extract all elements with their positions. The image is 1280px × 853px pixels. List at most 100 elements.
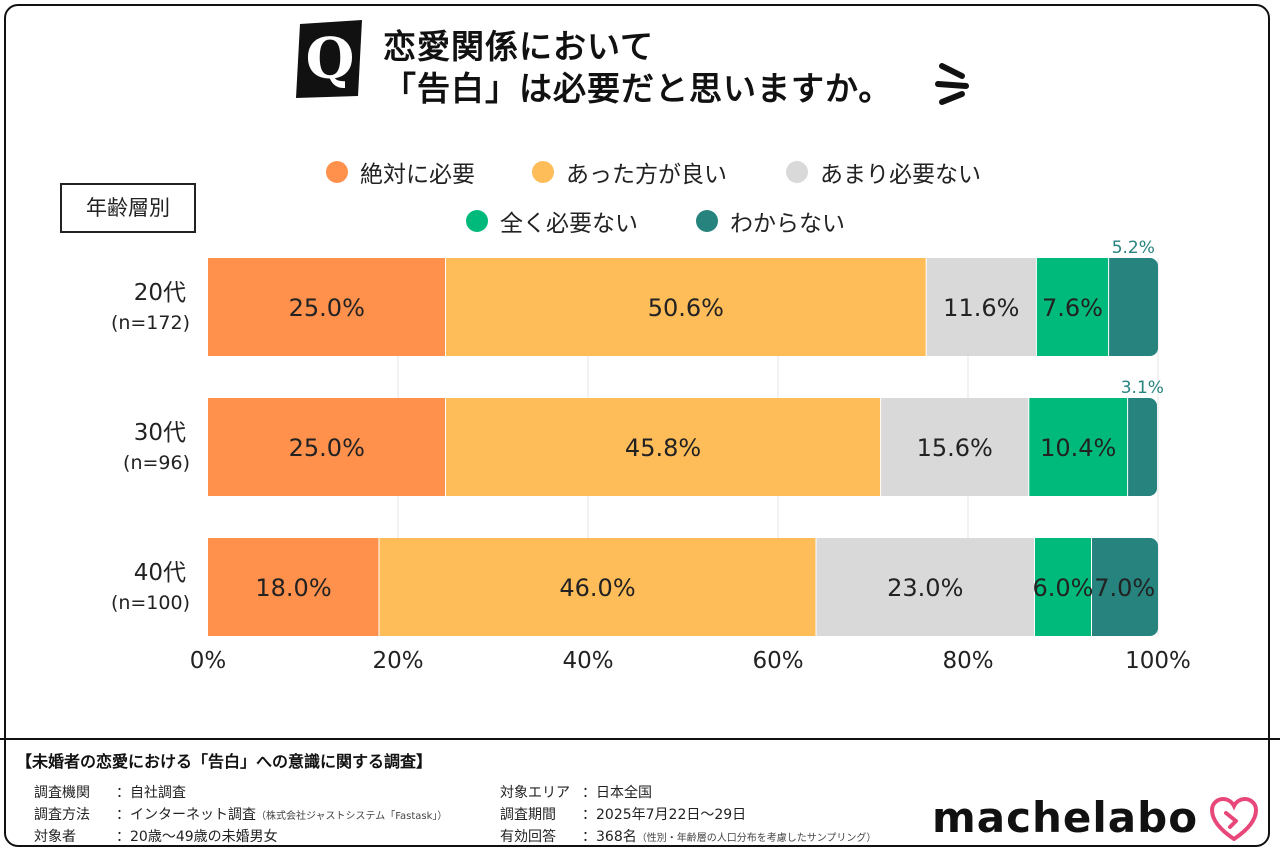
legend-label: わからない (730, 211, 845, 237)
data-label: 18.0% (255, 574, 331, 602)
legend-swatch (786, 161, 808, 183)
data-label: 50.6% (648, 294, 724, 322)
survey-title: 【未婚者の恋愛における「告白」への意識に関する調査】 (16, 752, 433, 771)
bar-left-edge (208, 398, 218, 496)
bar-segment (816, 538, 1035, 636)
bar-left-edge (208, 538, 218, 636)
legend-item-absolutely-needed: 絶対に必要 (326, 157, 475, 188)
data-label-outside: 5.2% (1112, 238, 1155, 258)
footer-label: 調査機関 (34, 785, 90, 801)
emphasis-marks-icon (935, 63, 969, 105)
data-label: 25.0% (289, 434, 365, 462)
bar-segment (445, 398, 882, 496)
category-sublabel: (n=100) (111, 592, 190, 614)
footer-note: （株式会社ジャストシステム「Fastask」） (256, 811, 448, 822)
bar-group-1 (208, 398, 1158, 496)
footer-label: 調査期間 (500, 807, 556, 823)
bar-segment (208, 538, 380, 636)
title-line-2: 「告白」は必要だと思いますか。 (383, 69, 893, 108)
data-label: 11.6% (943, 294, 1019, 322)
footer-value: 2025年7月22日〜29日 (596, 807, 747, 823)
title-line-1: 恋愛関係において (383, 27, 655, 66)
footer-row-target: 対象者 ：20歳〜49歳の未婚男女 (34, 826, 278, 846)
footer-value: 日本全国 (596, 785, 652, 801)
legend-item-dont-know: わからない (696, 206, 845, 237)
data-label-outside: 3.1% (1121, 378, 1164, 398)
legend-item-not-very-needed: あまり必要ない (786, 157, 981, 188)
x-tick-label: 0% (190, 648, 227, 674)
bar-segment (1091, 538, 1158, 636)
x-tick-label: 20% (372, 648, 423, 674)
legend-item-not-needed-at-all: 全く必要ない (466, 206, 638, 237)
data-label: 7.6% (1042, 294, 1103, 322)
category-label: 40代 (134, 560, 186, 586)
bar-segment (1127, 398, 1158, 496)
footer-label: 有効回答 (500, 829, 556, 845)
legend-swatch (466, 210, 488, 232)
footer-value: 368名 (596, 829, 637, 845)
footer-row-agency: 調査機関 ：自社調査 (34, 782, 186, 802)
footer-label: 対象エリア (500, 785, 570, 801)
footer-row-method: 調査方法 ：インターネット調査（株式会社ジャストシステム「Fastask」） (34, 804, 447, 824)
legend-swatch (326, 161, 348, 183)
footer-row-period: 調査期間 ：2025年7月22日〜29日 (500, 804, 746, 824)
x-tick-label: 60% (752, 648, 803, 674)
question-badge-shape (296, 20, 362, 98)
data-label: 46.0% (559, 574, 635, 602)
legend-item-better-to-have: あった方が良い (532, 157, 727, 188)
x-tick-label: 80% (942, 648, 993, 674)
legend-label: 絶対に必要 (360, 162, 475, 188)
footer-label: 調査方法 (34, 807, 90, 823)
question-badge: Q (294, 18, 366, 100)
data-label: 7.0% (1094, 574, 1155, 602)
heart-icon (1210, 797, 1258, 841)
footer-row-responses: 有効回答 ：368名（性別・年齢層の人口分布を考慮したサンプリング） (500, 826, 876, 846)
data-label: 6.0% (1033, 574, 1094, 602)
x-tick-label: 40% (562, 648, 613, 674)
footer-value: 20歳〜49歳の未婚男女 (130, 829, 278, 845)
data-label: 10.4% (1040, 434, 1116, 462)
bar-segment (1036, 258, 1110, 356)
bar-segment (208, 258, 446, 356)
footer-note: （性別・年齢層の人口分布を考慮したサンプリング） (636, 833, 877, 844)
bar-segment (880, 398, 1030, 496)
data-label: 25.0% (289, 294, 365, 322)
bar-segment (208, 398, 446, 496)
bar-segment (445, 258, 927, 356)
footer-row-area: 対象エリア ：日本全国 (500, 782, 652, 802)
legend-label: あまり必要ない (820, 162, 981, 188)
x-tick-label: 100% (1125, 648, 1191, 674)
infographic-frame (4, 4, 1270, 847)
question-letter: Q (305, 26, 355, 92)
bar-segment (379, 538, 817, 636)
data-label: 15.6% (917, 434, 993, 462)
footer-divider (0, 738, 1280, 740)
bar-segment (1028, 398, 1129, 496)
data-label: 45.8% (625, 434, 701, 462)
legend-label: 全く必要ない (500, 211, 638, 237)
brand-logo-text: machelabo (932, 793, 1199, 842)
segment-label-box: 年齢層別 (60, 183, 196, 233)
bar-segment (1108, 258, 1158, 356)
data-label: 23.0% (887, 574, 963, 602)
footer-value: インターネット調査 (130, 807, 256, 823)
legend-label: あった方が良い (566, 162, 727, 188)
footer-separator: ： (582, 829, 596, 845)
legend-swatch (532, 161, 554, 183)
footer-label: 対象者 (34, 829, 76, 845)
category-sublabel: (n=172) (111, 312, 190, 334)
category-label: 20代 (134, 280, 186, 306)
category-label: 30代 (134, 420, 186, 446)
footer-separator: ： (582, 785, 596, 801)
footer-value: 自社調査 (130, 785, 186, 801)
legend-swatch (696, 210, 718, 232)
bar-left-edge (208, 258, 218, 356)
stacked-bar-chart: 25.0% 50.6% 11.6% 7.6% 5.2% 20代 (n=172) 25.0% 45… (111, 238, 1191, 674)
footer-separator: ： (582, 807, 596, 823)
footer-separator: ： (116, 785, 130, 801)
category-sublabel: (n=96) (123, 452, 190, 474)
bar-segment (926, 258, 1037, 356)
footer-separator: ： (116, 829, 130, 845)
bar-segment (1034, 538, 1092, 636)
bar-group-0 (208, 258, 1158, 356)
